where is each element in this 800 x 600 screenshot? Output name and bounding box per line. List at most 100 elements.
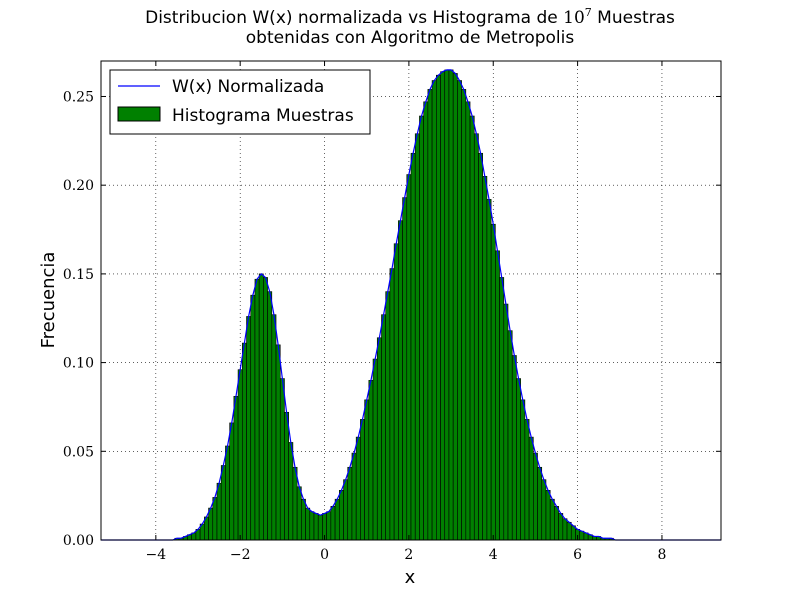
histogram-bar xyxy=(296,486,302,541)
x-axis-label: x xyxy=(405,567,416,588)
y-tick-label: 0.25 xyxy=(63,89,94,105)
histogram-bar xyxy=(448,69,454,541)
histogram-bar xyxy=(317,514,323,541)
histogram-bar xyxy=(549,498,555,541)
histogram-bar xyxy=(326,511,332,541)
histogram-bar xyxy=(389,268,395,541)
title-prefix: Distribucion W(x) normalizada vs Histogr… xyxy=(145,8,563,28)
histogram-bar xyxy=(457,80,462,541)
histogram-bar xyxy=(212,497,218,541)
y-tick-label: 0.20 xyxy=(63,178,94,194)
histogram-bar xyxy=(554,505,559,541)
chart-title-line2: obtenidas con Algoritmo de Metropolis xyxy=(246,28,575,48)
histogram-bar xyxy=(254,278,260,541)
histogram-bar xyxy=(440,71,446,541)
w-normalizada-line xyxy=(101,69,721,541)
histogram-bar xyxy=(246,316,252,541)
histogram-bar xyxy=(558,513,564,541)
legend-label-histogram: Histograma Muestras xyxy=(172,106,354,126)
histogram-bar xyxy=(541,479,547,541)
histogram-bar xyxy=(524,419,530,541)
histogram-bar xyxy=(469,115,475,541)
histogram-bar xyxy=(495,250,500,541)
legend-label-line: W(x) Normalizada xyxy=(172,77,324,97)
histogram-bar xyxy=(271,314,277,541)
histogram-bar xyxy=(473,133,479,541)
legend-box xyxy=(109,69,371,135)
legend: W(x) Normalizada Histograma Muestras xyxy=(109,69,371,135)
y-tick-label: 0.15 xyxy=(63,267,94,283)
x-tick-label: −2 xyxy=(230,547,251,563)
histogram-bar xyxy=(225,445,230,541)
y-tick-label: 0.10 xyxy=(63,356,94,372)
y-tick-label: 0.00 xyxy=(63,533,94,549)
legend-bar-swatch xyxy=(117,106,161,122)
histogram-bar xyxy=(258,273,264,541)
histogram-bar xyxy=(579,530,585,541)
histogram-bar xyxy=(537,466,543,541)
y-tick-labels: 0.00 0.05 0.10 0.15 0.20 0.25 xyxy=(63,89,94,549)
histogram-bar xyxy=(528,436,534,541)
title-power-exponent: 7 xyxy=(585,6,592,19)
histogram-bar xyxy=(465,101,471,541)
histogram-bar xyxy=(503,303,509,541)
axis-ticks xyxy=(101,61,721,541)
histogram-bar xyxy=(313,513,319,541)
histogram-bar xyxy=(533,452,538,541)
y-axis-label: Frecuencia xyxy=(38,252,59,349)
histogram-bar xyxy=(368,380,374,541)
histogram-bar xyxy=(419,115,424,541)
x-tick-label: 8 xyxy=(657,547,666,563)
histogram-bar xyxy=(562,518,568,541)
histogram-bar xyxy=(385,291,391,541)
histogram-bar xyxy=(570,525,576,541)
histogram-bar xyxy=(250,294,256,541)
histogram-bar xyxy=(393,243,399,541)
histogram-bar xyxy=(461,89,467,541)
histogram-bar xyxy=(516,378,521,541)
histogram-bar xyxy=(376,337,382,541)
x-tick-label: 6 xyxy=(573,547,582,563)
histogram-bar xyxy=(237,369,243,541)
histogram-bar xyxy=(360,419,365,541)
histogram-bar xyxy=(309,511,315,541)
histogram-bar xyxy=(406,174,412,541)
histogram-bar xyxy=(452,73,458,541)
title-suffix: Muestras xyxy=(592,8,675,28)
histogram-bar xyxy=(402,197,408,541)
histogram-bar xyxy=(279,378,285,541)
histogram-bar xyxy=(343,479,349,541)
histogram-bar xyxy=(292,466,298,541)
histogram-bar xyxy=(372,358,378,541)
histogram-bar xyxy=(545,490,551,541)
x-tick-label: 4 xyxy=(489,547,498,563)
histogram-bar xyxy=(355,436,361,541)
histogram-bar xyxy=(507,330,513,541)
histogram-bar xyxy=(220,465,226,541)
histogram-bar xyxy=(431,80,437,541)
histogram-bar xyxy=(334,498,340,541)
histogram-bar xyxy=(478,152,484,541)
histogram-bar xyxy=(284,411,289,541)
histogram-bar xyxy=(423,101,429,541)
x-tick-labels: −4 −2 0 2 4 6 8 xyxy=(146,547,667,563)
chart-title-line1: Distribucion W(x) normalizada vs Histogr… xyxy=(145,6,675,28)
histogram-bar xyxy=(499,277,505,541)
y-tick-label: 0.05 xyxy=(63,444,94,460)
histogram-bar xyxy=(305,507,311,541)
histogram-bar xyxy=(511,355,517,541)
histogram-bar xyxy=(398,220,403,541)
histogram-bar xyxy=(364,399,370,541)
histogram-bar xyxy=(566,521,572,541)
histogram-bar xyxy=(216,482,222,541)
histogram-bar xyxy=(233,395,239,541)
histogram-bar xyxy=(436,74,441,541)
x-tick-label: −4 xyxy=(146,547,167,563)
histogram-bar xyxy=(338,490,344,541)
histogram-bar xyxy=(414,133,420,541)
histogram-bar xyxy=(288,442,294,541)
histogram-bar xyxy=(444,69,450,541)
histogram-bar xyxy=(301,498,306,541)
